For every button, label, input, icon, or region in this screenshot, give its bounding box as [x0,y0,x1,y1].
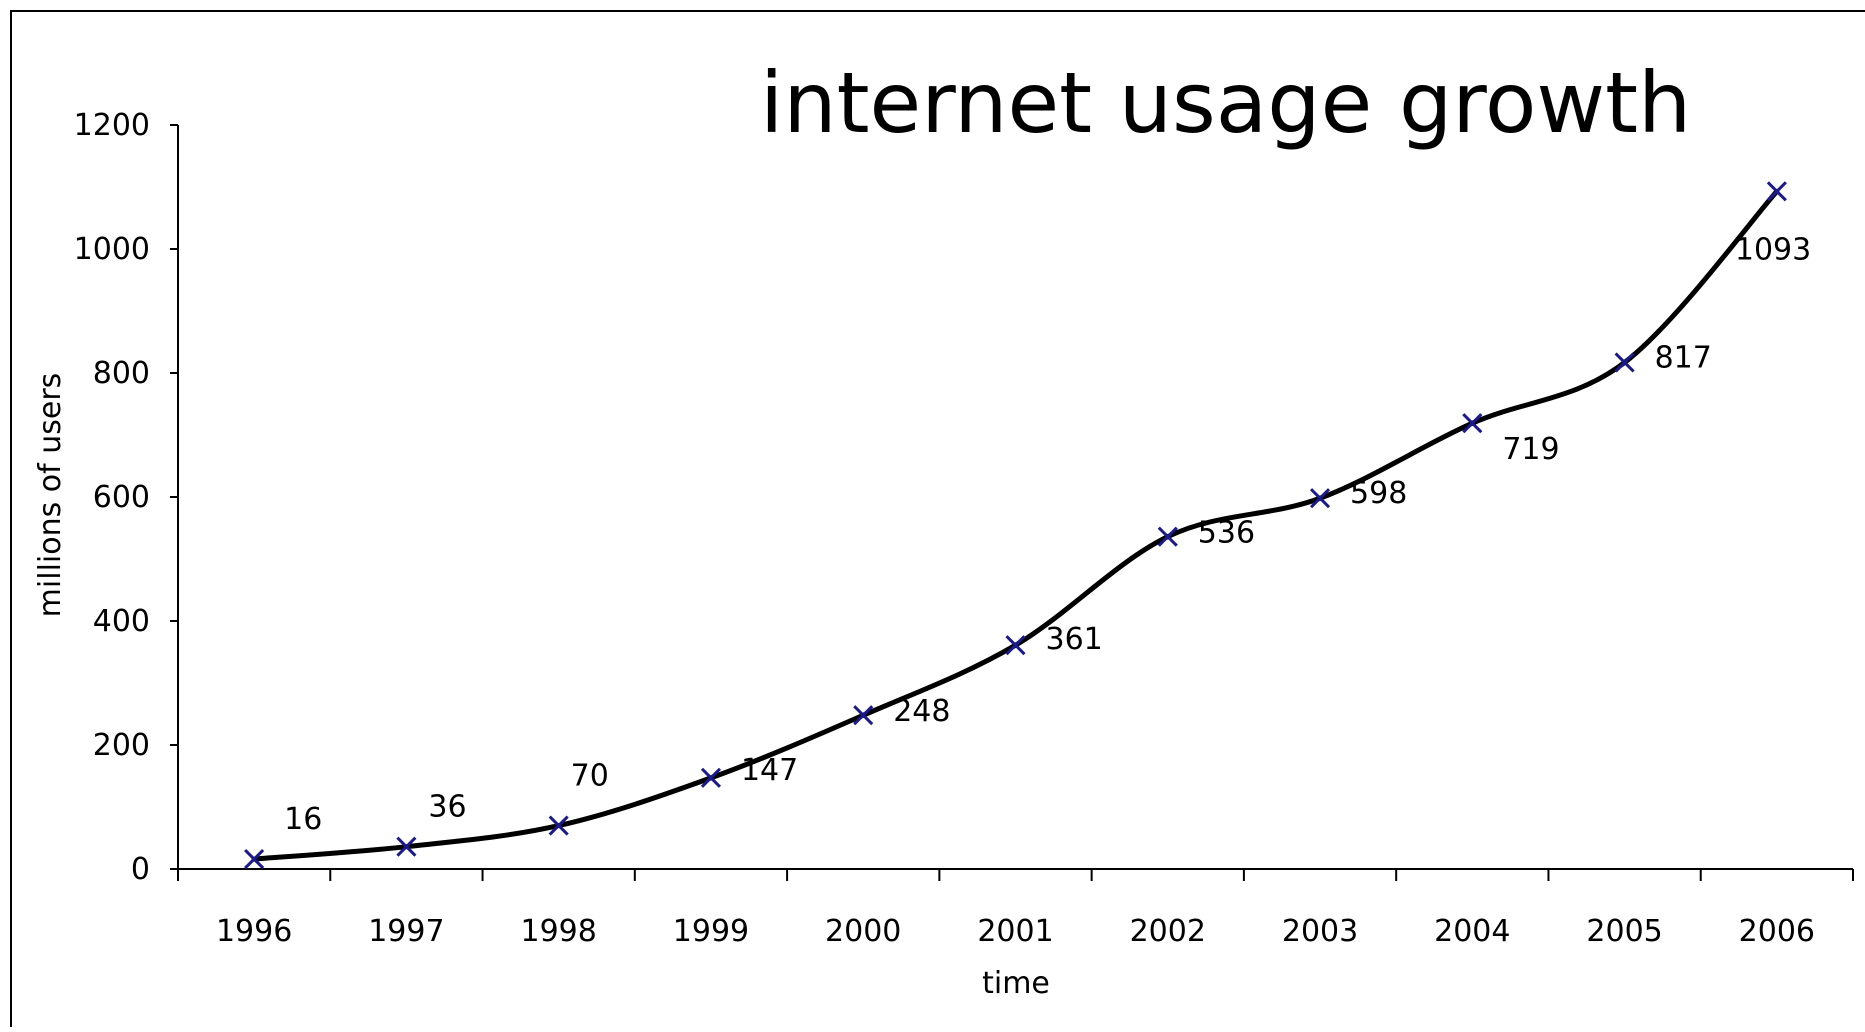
data-point-marker [1614,352,1635,373]
x-tick-label: 2000 [825,914,901,949]
data-label: 16 [284,802,322,837]
data-point-marker [1005,635,1026,656]
data-label: 361 [1046,622,1103,657]
data-label: 36 [428,790,466,825]
y-tick-label: 1000 [74,232,150,267]
x-axis-title: time [982,966,1050,1001]
y-tick-label: 800 [93,356,150,391]
data-label: 536 [1198,516,1255,551]
data-label: 248 [893,694,950,729]
data-label: 1093 [1735,232,1811,267]
data-label: 817 [1655,340,1712,375]
data-point-marker [1157,526,1178,547]
y-tick-label: 600 [93,480,150,515]
data-point-marker [244,849,265,870]
y-tick-label: 0 [131,852,150,887]
data-point-marker [700,767,722,788]
x-tick-label: 2002 [1130,914,1206,949]
data-label: 598 [1350,476,1407,511]
data-label: 147 [741,753,798,788]
x-tick-label: 1999 [673,914,749,949]
x-tick-label: 2004 [1434,914,1510,949]
y-tick-label: 400 [93,604,150,639]
data-labels: 16 36 70 147 248 361 536 598 719 817 1093 [284,232,1811,837]
x-tick-label: 1997 [368,914,444,949]
data-label: 719 [1502,432,1559,467]
y-axis-ticks: 0 200 400 600 800 1000 1200 [74,108,178,887]
series-line [251,188,1780,862]
data-label: 70 [571,759,609,794]
data-point-marker [1309,488,1331,509]
y-tick-label: 1200 [74,108,150,143]
data-point-marker [396,836,417,857]
series-group [244,181,1787,870]
x-tick-label: 1998 [521,914,597,949]
x-tick-label: 2001 [977,914,1053,949]
x-tick-label: 2005 [1586,914,1662,949]
y-axis-title: millions of users [33,373,68,618]
data-point-marker [548,815,569,836]
chart-title: internet usage growth [760,54,1691,152]
data-point-marker [1766,181,1787,202]
x-axis-ticks: 1996 1997 1998 1999 2000 2001 2002 2003 2004 2005… [177,869,1854,949]
x-tick-label: 1996 [216,914,292,949]
y-tick-label: 200 [93,728,150,763]
x-tick-label: 2006 [1739,914,1815,949]
data-point-marker [1462,413,1483,434]
x-tick-label: 2003 [1282,914,1358,949]
data-point-marker [853,705,874,726]
chart-frame [10,10,1865,1032]
